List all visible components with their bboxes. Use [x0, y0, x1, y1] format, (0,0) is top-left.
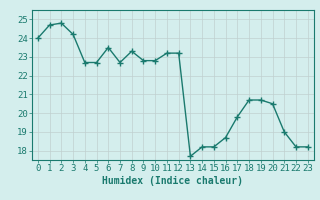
X-axis label: Humidex (Indice chaleur): Humidex (Indice chaleur) — [102, 176, 243, 186]
